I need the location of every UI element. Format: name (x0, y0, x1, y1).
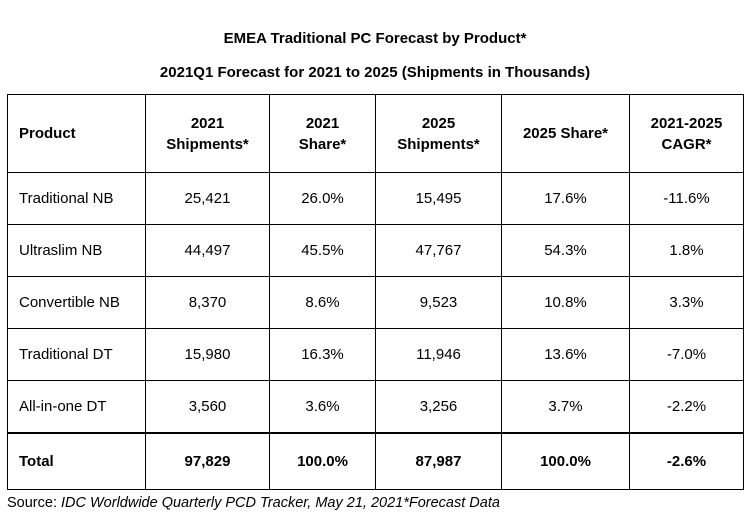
cagr-cell: -2.2% (629, 380, 744, 434)
shipments-2025-cell: 3,256 (375, 380, 502, 434)
header-2021-shipments: 2021 Shipments* (145, 94, 270, 173)
header-label: Shipments* (397, 135, 480, 153)
share-2021-cell: 3.6% (269, 380, 376, 434)
product-cell: All-in-one DT (7, 380, 146, 434)
product-cell: Traditional DT (7, 328, 146, 381)
shipments-2025-cell: 47,767 (375, 224, 502, 277)
header-label: 2021-2025 (650, 114, 723, 132)
table-row: Ultraslim NB 44,497 45.5% 47,767 54.3% 1… (7, 224, 744, 277)
header-row: Product 2021 Shipments* 2021 Share* 2025… (7, 94, 744, 173)
shipments-2021-cell: 3,560 (145, 380, 270, 434)
shipments-2021-cell: 15,980 (145, 328, 270, 381)
table-title: EMEA Traditional PC Forecast by Product* (223, 30, 527, 47)
table-row: All-in-one DT 3,560 3.6% 3,256 3.7% -2.2… (7, 380, 744, 434)
table-row: Traditional NB 25,421 26.0% 15,495 17.6%… (7, 172, 744, 225)
source-prefix: Source: (7, 495, 61, 511)
header-2025-shipments: 2025 Shipments* (375, 94, 502, 173)
product-cell: Ultraslim NB (7, 224, 146, 277)
shipments-2025-cell: 11,946 (375, 328, 502, 381)
header-label: 2025 Share* (522, 125, 609, 142)
header-label: 2021 (305, 114, 340, 132)
total-row: Total 97,829 100.0% 87,987 100.0% -2.6% (7, 432, 744, 490)
total-cagr-cell: -2.6% (629, 432, 744, 490)
shipments-2025-cell: 9,523 (375, 276, 502, 329)
header-label: Product (19, 125, 76, 142)
header-2025-share: 2025 Share* (501, 94, 630, 173)
share-2021-cell: 16.3% (269, 328, 376, 381)
share-2021-cell: 8.6% (269, 276, 376, 329)
source-note: Source: IDC Worldwide Quarterly PCD Trac… (7, 495, 500, 511)
total-share-2021-cell: 100.0% (269, 432, 376, 490)
total-label-cell: Total (7, 432, 146, 490)
shipments-2021-cell: 8,370 (145, 276, 270, 329)
share-2021-cell: 45.5% (269, 224, 376, 277)
share-2025-cell: 54.3% (501, 224, 630, 277)
header-label: CAGR* (661, 135, 712, 153)
shipments-2025-cell: 15,495 (375, 172, 502, 225)
table-row: Traditional DT 15,980 16.3% 11,946 13.6%… (7, 328, 744, 381)
cagr-cell: -11.6% (629, 172, 744, 225)
total-shipments-2025-cell: 87,987 (375, 432, 502, 490)
header-label: 2021 (190, 114, 225, 132)
forecast-table: Product 2021 Shipments* 2021 Share* 2025… (7, 94, 744, 490)
table-subtitle: 2021Q1 Forecast for 2021 to 2025 (Shipme… (159, 64, 591, 81)
shipments-2021-cell: 44,497 (145, 224, 270, 277)
total-share-2025-cell: 100.0% (501, 432, 630, 490)
product-cell: Convertible NB (7, 276, 146, 329)
share-2025-cell: 13.6% (501, 328, 630, 381)
header-label: Shipments* (166, 135, 249, 153)
table-row: Convertible NB 8,370 8.6% 9,523 10.8% 3.… (7, 276, 744, 329)
header-product: Product (7, 94, 146, 173)
share-2025-cell: 17.6% (501, 172, 630, 225)
total-shipments-2021-cell: 97,829 (145, 432, 270, 490)
cagr-cell: 3.3% (629, 276, 744, 329)
source-text: IDC Worldwide Quarterly PCD Tracker, May… (61, 495, 500, 511)
share-2025-cell: 10.8% (501, 276, 630, 329)
header-cagr: 2021-2025 CAGR* (629, 94, 744, 173)
share-2021-cell: 26.0% (269, 172, 376, 225)
share-2025-cell: 3.7% (501, 380, 630, 434)
header-label: 2025 (421, 114, 456, 132)
header-2021-share: 2021 Share* (269, 94, 376, 173)
product-cell: Traditional NB (7, 172, 146, 225)
shipments-2021-cell: 25,421 (145, 172, 270, 225)
header-label: Share* (298, 135, 347, 153)
cagr-cell: -7.0% (629, 328, 744, 381)
cagr-cell: 1.8% (629, 224, 744, 277)
